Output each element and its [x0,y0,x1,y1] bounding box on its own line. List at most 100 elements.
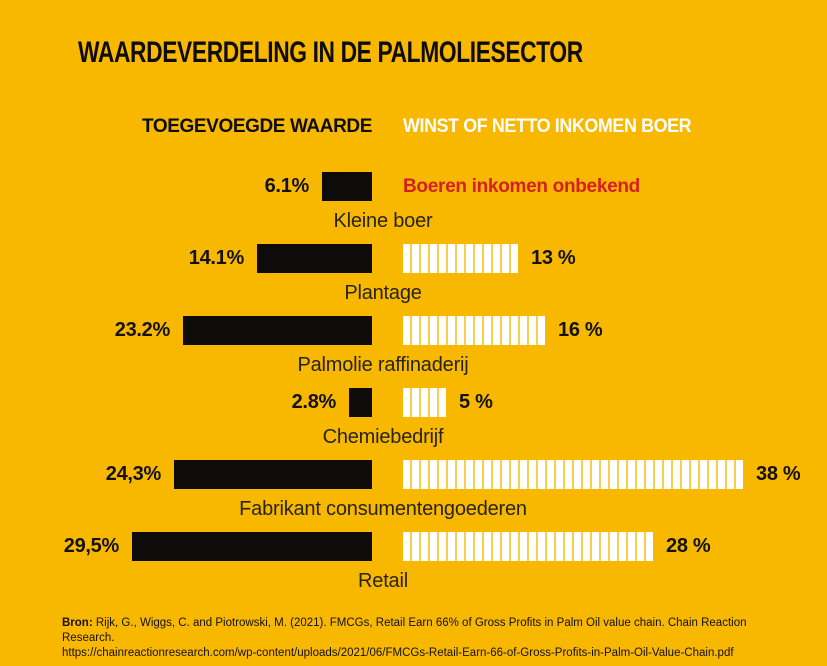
bar-stripe [520,316,527,345]
bar-stripe [511,532,518,561]
source-url: https://chainreactionresearch.com/wp-con… [62,647,734,659]
bar-stripe [709,460,716,489]
bar-stripe [430,460,437,489]
bar-stripe [457,460,464,489]
bar-stripe [448,244,455,273]
bar-stripe [718,460,725,489]
bar-stripe [655,460,662,489]
bar-stripe [565,532,572,561]
added-value-group: 24,3% [106,460,372,489]
bar-stripe [484,244,491,273]
chart-row: 14.1% 13 % Plantage [0,244,827,316]
chart-row: 24,3% 38 % Fabrikant consumentengoederen [0,460,827,532]
bar-stripe [664,460,671,489]
bar-stripe [466,244,473,273]
category-label: Plantage [344,282,422,304]
bar-stripe [592,532,599,561]
farmer-income-group: 5 % [403,388,493,417]
bar-stripe [592,460,599,489]
chart-row: 23.2% 16 % Palmolie raffinaderij [0,316,827,388]
chart-title: WAARDEVERDELING IN DE PALMOLIESECTOR [78,36,583,69]
bar-stripe [646,532,653,561]
added-value-label: 14.1% [188,247,245,269]
farmer-income-group: 16 % [403,316,603,345]
farmer-income-label: 28 % [666,535,711,557]
bar-stripe [430,388,437,417]
farmer-income-bar [403,244,518,273]
bar-stripe [412,460,419,489]
bar-stripe [556,460,563,489]
bar-stripe [484,532,491,561]
bar-stripe [403,316,410,345]
bar-stripe [628,460,635,489]
bar-stripe [466,316,473,345]
bar-stripe [529,532,536,561]
bar-stripe [511,316,518,345]
farmer-income-label: 13 % [531,247,576,269]
bar-stripe [421,532,428,561]
added-value-label: 24,3% [105,463,162,485]
bar-stripe [574,460,581,489]
bar-stripe [439,316,446,345]
bar-stripe [484,460,491,489]
farmer-income-label: 38 % [756,463,801,485]
bar-stripe [538,316,545,345]
bar-stripe [493,460,500,489]
added-value-bar [322,172,372,201]
farmer-income-label: 16 % [558,319,603,341]
bar-stripe [529,316,536,345]
added-value-bar [174,460,372,489]
bar-stripe [430,316,437,345]
bar-stripe [421,316,428,345]
bar-stripe [502,532,509,561]
bar-stripe [448,316,455,345]
bar-stripe [412,388,419,417]
farmer-income-bar [403,388,446,417]
farmer-income-group: 28 % [403,532,711,561]
bar-stripe [682,460,689,489]
bar-stripe [457,532,464,561]
bar-stripe [412,532,419,561]
bar-stripe [475,316,482,345]
bar-stripe [403,244,410,273]
bar-stripe [493,316,500,345]
bar-stripe [448,532,455,561]
bar-stripe [619,460,626,489]
bar-stripe [457,316,464,345]
added-value-bar [183,316,372,345]
bar-stripe [502,244,509,273]
bar-stripe [601,532,608,561]
source-citation: Bron: Rijk, G., Wiggs, C. and Piotrowski… [62,616,802,661]
added-value-bar [349,388,372,417]
bar-stripe [493,244,500,273]
chart-row: 6.1% Boeren inkomen onbekend Kleine boer [0,172,827,244]
category-label: Retail [358,570,408,592]
bar-stripe [556,532,563,561]
chart-row: 2.8% 5 % Chemiebedrijf [0,388,827,460]
farmer-income-group: 38 % [403,460,801,489]
bar-stripe [439,388,446,417]
bar-stripe [610,460,617,489]
bar-stripe [637,460,644,489]
category-label: Palmolie raffinaderij [297,354,469,376]
added-value-label: 6.1% [264,175,310,197]
bar-stripe [646,460,653,489]
bar-stripe [421,244,428,273]
added-value-group: 14.1% [189,244,372,273]
bar-stripe [448,460,455,489]
bar-stripe [601,460,608,489]
category-label: Fabrikant consumentengoederen [239,498,527,520]
bar-stripe [583,460,590,489]
bar-stripe [511,460,518,489]
bar-stripe [700,460,707,489]
bar-stripe [574,532,581,561]
bar-stripe [484,316,491,345]
bar-stripe [475,244,482,273]
bar-stripe [511,244,518,273]
bar-stripe [430,244,437,273]
bar-stripe [475,460,482,489]
added-value-group: 29,5% [64,532,372,561]
bar-stripe [412,316,419,345]
bar-stripe [403,388,410,417]
